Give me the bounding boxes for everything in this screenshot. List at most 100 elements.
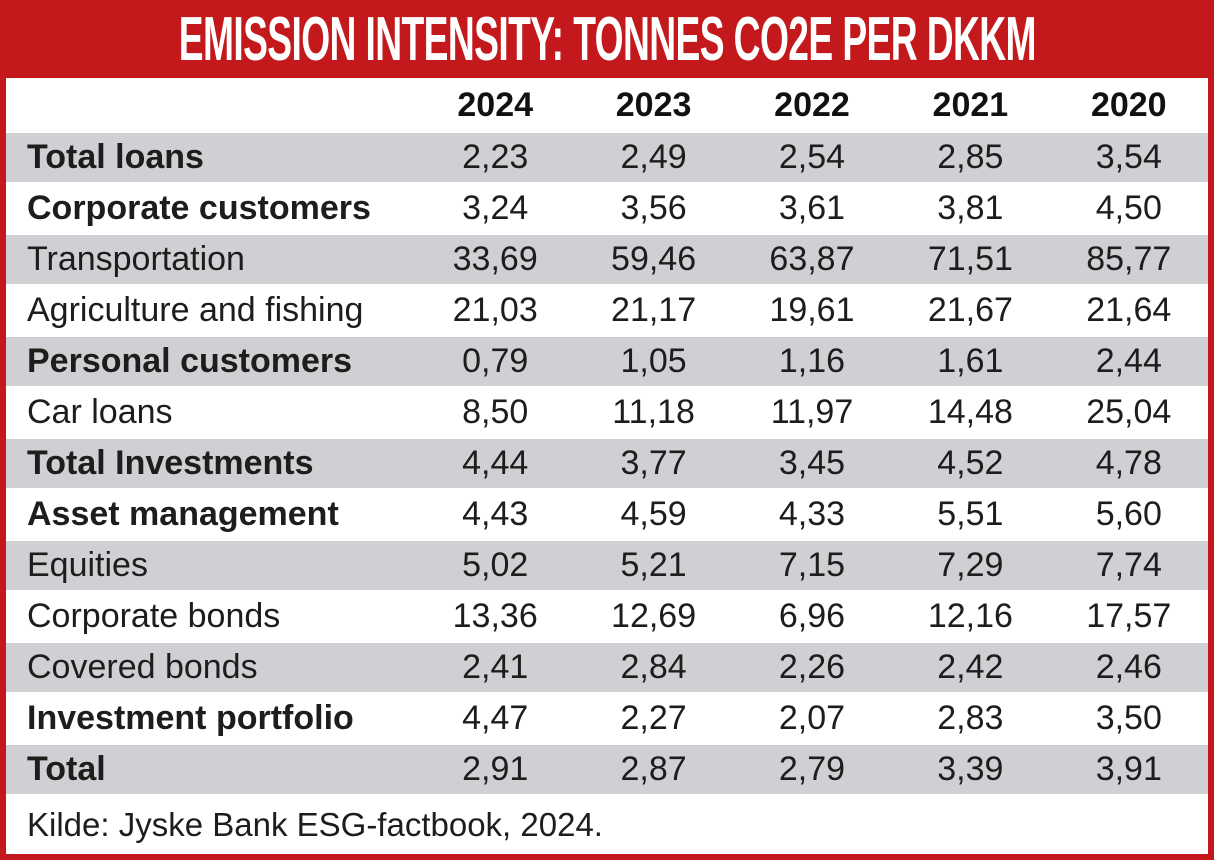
value-cell: 2,26 <box>732 643 892 692</box>
value-cell: 1,05 <box>574 337 733 386</box>
row-label: Equities <box>6 541 416 590</box>
value-cell: 5,02 <box>416 541 575 590</box>
value-cell: 4,78 <box>1049 439 1208 488</box>
value-cell: 7,15 <box>732 541 892 590</box>
value-cell: 11,18 <box>612 393 695 431</box>
row-label: Corporate customers <box>27 189 371 227</box>
value-cell: 2,44 <box>1049 337 1208 386</box>
row-label: Total <box>6 745 416 794</box>
table-title-bar: EMISSION INTENSITY: TONNES CO2E PER DKKM <box>6 6 1208 78</box>
value-cell: 3,54 <box>1049 133 1208 182</box>
value-cell: 2,85 <box>891 133 1050 182</box>
value-cell: 19,61 <box>769 291 855 329</box>
row-label: Agriculture and fishing <box>27 291 364 329</box>
value-cell: 2,49 <box>574 133 733 182</box>
row-label: Total Investments <box>6 439 416 488</box>
year-column-header: 2020 <box>1049 80 1208 131</box>
year-header-row: 2024 2023 2022 2021 2020 <box>6 80 1208 131</box>
emission-intensity-table: 2024 2023 2022 2021 2020 Total loans 2,23 2,49… <box>6 78 1208 796</box>
table-title: EMISSION INTENSITY: TONNES CO2E PER DKKM <box>178 6 1036 74</box>
value-cell: 2,87 <box>574 745 733 794</box>
value-cell: 6,96 <box>778 597 846 635</box>
value-cell: 21,67 <box>927 291 1013 329</box>
value-cell: 2,54 <box>732 133 892 182</box>
table-row: Corporate customers 3,24 3,56 3,61 3,81 4,50 <box>6 184 1208 233</box>
value-cell: 21,17 <box>611 291 697 329</box>
value-cell: 12,69 <box>611 597 697 635</box>
value-cell: 1,16 <box>732 337 892 386</box>
value-cell: 8,50 <box>462 393 529 431</box>
value-cell: 4,33 <box>778 495 846 533</box>
year-column-header: 2023 <box>574 80 733 131</box>
value-cell: 63,87 <box>732 235 892 284</box>
value-cell: 2,79 <box>732 745 892 794</box>
value-cell: 0,79 <box>416 337 575 386</box>
table-row: Total loans 2,23 2,49 2,54 2,85 3,54 <box>6 133 1208 182</box>
table-row: Transportation 33,69 59,46 63,87 71,51 85,77 <box>6 235 1208 284</box>
value-cell: 2,83 <box>937 699 1004 737</box>
year-column-header: 2022 <box>732 80 892 131</box>
value-cell: 17,57 <box>1086 597 1172 635</box>
value-cell: 25,04 <box>1086 393 1172 431</box>
row-label: Car loans <box>27 393 173 431</box>
value-cell: 71,51 <box>891 235 1050 284</box>
value-cell: 7,74 <box>1049 541 1208 590</box>
value-cell: 5,21 <box>574 541 733 590</box>
value-cell: 21,03 <box>452 291 538 329</box>
value-cell: 1,61 <box>891 337 1050 386</box>
value-cell: 2,42 <box>891 643 1050 692</box>
value-cell: 14,48 <box>927 393 1013 431</box>
row-label-column-header <box>6 80 416 131</box>
value-cell: 59,46 <box>574 235 733 284</box>
value-cell: 4,50 <box>1095 189 1162 227</box>
value-cell: 33,69 <box>416 235 575 284</box>
value-cell: 3,39 <box>891 745 1050 794</box>
value-cell: 3,81 <box>937 189 1004 227</box>
value-cell: 7,29 <box>891 541 1050 590</box>
value-cell: 2,27 <box>620 699 687 737</box>
value-cell: 3,77 <box>574 439 733 488</box>
value-cell: 2,46 <box>1049 643 1208 692</box>
value-cell: 3,91 <box>1049 745 1208 794</box>
value-cell: 11,97 <box>770 393 854 431</box>
row-label: Transportation <box>6 235 416 284</box>
value-cell: 5,51 <box>937 495 1004 533</box>
value-cell: 4,59 <box>620 495 687 533</box>
value-cell: 2,07 <box>778 699 846 737</box>
table-row: Covered bonds 2,41 2,84 2,26 2,42 2,46 <box>6 643 1208 692</box>
table-row: Investment portfolio 4,47 2,27 2,07 2,83 3,50 <box>6 694 1208 743</box>
table-row: Total 2,91 2,87 2,79 3,39 3,91 <box>6 745 1208 794</box>
value-cell: 4,47 <box>462 699 529 737</box>
value-cell: 5,60 <box>1095 495 1162 533</box>
value-cell: 4,43 <box>462 495 529 533</box>
value-cell: 21,64 <box>1086 291 1172 329</box>
value-cell: 3,50 <box>1095 699 1162 737</box>
year-column-header: 2024 <box>416 80 575 131</box>
row-label: Covered bonds <box>6 643 416 692</box>
value-cell: 4,52 <box>891 439 1050 488</box>
row-label: Corporate bonds <box>27 597 281 635</box>
table-row: Car loans 8,50 11,18 11,97 14,48 25,04 <box>6 388 1208 437</box>
value-cell: 2,23 <box>416 133 575 182</box>
row-label: Investment portfolio <box>27 699 354 737</box>
value-cell: 13,36 <box>452 597 538 635</box>
row-label: Personal customers <box>6 337 416 386</box>
source-note: Kilde: Jyske Bank ESG-factbook, 2024. <box>6 796 1208 854</box>
value-cell: 3,24 <box>462 189 529 227</box>
value-cell: 85,77 <box>1049 235 1208 284</box>
table-row: Corporate bonds 13,36 12,69 6,96 12,16 17,57 <box>6 592 1208 641</box>
value-cell: 4,44 <box>416 439 575 488</box>
table-row: Equities 5,02 5,21 7,15 7,29 7,74 <box>6 541 1208 590</box>
table-row: Total Investments 4,44 3,77 3,45 4,52 4,78 <box>6 439 1208 488</box>
row-label: Asset management <box>27 495 339 533</box>
value-cell: 2,91 <box>416 745 575 794</box>
table-row: Personal customers 0,79 1,05 1,16 1,61 2,44 <box>6 337 1208 386</box>
value-cell: 2,84 <box>574 643 733 692</box>
row-label: Total loans <box>6 133 416 182</box>
value-cell: 3,45 <box>732 439 892 488</box>
value-cell: 12,16 <box>927 597 1013 635</box>
table-row: Agriculture and fishing 21,03 21,17 19,61 21… <box>6 286 1208 335</box>
year-column-header: 2021 <box>891 80 1050 131</box>
table-row: Asset management 4,43 4,59 4,33 5,51 5,60 <box>6 490 1208 539</box>
